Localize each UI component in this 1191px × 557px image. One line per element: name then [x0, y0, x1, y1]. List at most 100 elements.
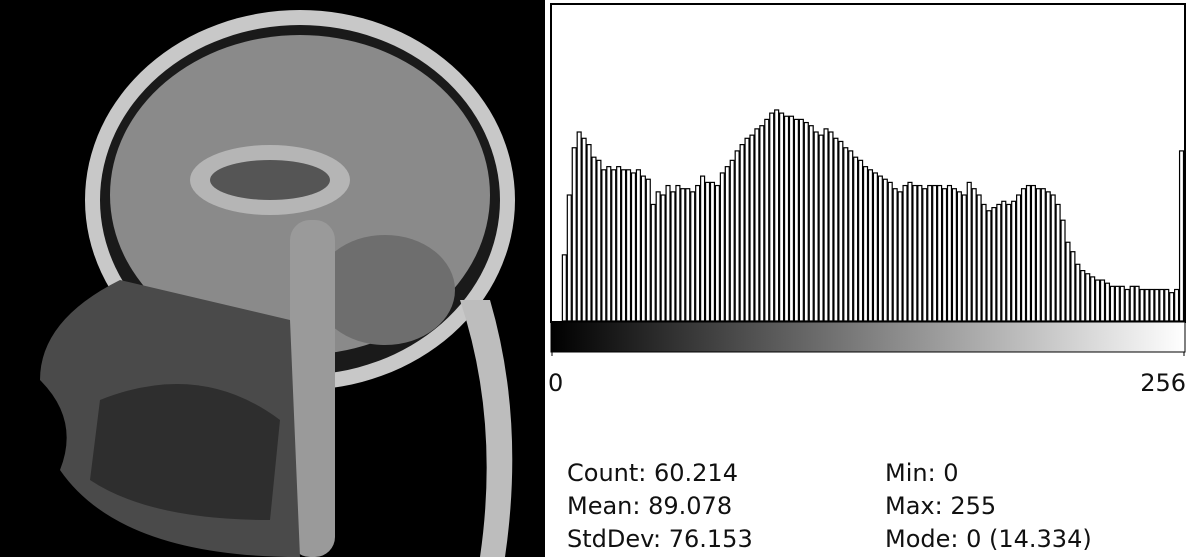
x-tick-label: 256 [1140, 369, 1186, 397]
bar [566, 194, 572, 322]
bar [625, 169, 632, 322]
bar [576, 131, 582, 322]
bar [734, 150, 740, 322]
bar [754, 128, 760, 322]
bar [1119, 285, 1125, 322]
bar [749, 134, 755, 322]
bar [630, 172, 637, 322]
bar [1099, 279, 1106, 322]
bar [571, 147, 577, 322]
stat-text: Min: 0 [885, 459, 959, 487]
bar [655, 191, 661, 322]
bar [823, 128, 829, 322]
bar [867, 169, 874, 322]
bar [606, 166, 612, 322]
bar [1045, 191, 1051, 322]
bar [1134, 285, 1140, 322]
bar [803, 121, 809, 322]
bar [917, 184, 923, 322]
bar [902, 184, 908, 322]
bar [769, 112, 775, 322]
stat-text: Mean: 89.078 [567, 492, 732, 520]
bar [1065, 241, 1071, 322]
bar [951, 188, 957, 322]
bar [645, 178, 651, 322]
bar [1080, 270, 1086, 322]
bar [774, 109, 780, 322]
bar [858, 159, 864, 322]
stat-text: Count: 60.214 [567, 459, 738, 487]
bar [685, 188, 691, 322]
bar [714, 184, 720, 322]
bar [719, 172, 725, 322]
bar [759, 125, 765, 322]
bar [922, 188, 928, 322]
stat-text: Mode: 0 (14.334) [885, 525, 1092, 553]
bar [729, 159, 735, 322]
bar [843, 147, 849, 322]
gradient-bar [550, 321, 1186, 353]
bar [956, 191, 962, 322]
bar [1085, 273, 1091, 322]
bar [670, 191, 676, 322]
bar [872, 172, 878, 322]
bar [798, 118, 804, 322]
bar [635, 169, 641, 322]
bar [744, 137, 750, 322]
bar [1124, 288, 1130, 322]
bar [1055, 203, 1061, 322]
bar [882, 178, 888, 322]
bar [941, 188, 948, 322]
bar [724, 166, 730, 322]
bar [932, 184, 938, 322]
bar [981, 203, 987, 322]
bar [1104, 282, 1111, 322]
bar [1006, 203, 1012, 322]
bar [966, 181, 972, 322]
bar [1159, 288, 1165, 322]
bar [695, 184, 701, 322]
bar [1174, 288, 1180, 322]
bar [561, 254, 567, 322]
stat-text: Max: 255 [885, 492, 996, 520]
bar [828, 131, 834, 322]
bar [937, 184, 943, 322]
bar [1025, 184, 1032, 322]
bar [690, 191, 696, 322]
bar [991, 207, 997, 322]
bar [976, 194, 982, 322]
bar [1001, 200, 1007, 322]
bar [912, 184, 918, 322]
bar [788, 115, 795, 322]
bar [1020, 188, 1027, 322]
bar [1040, 188, 1046, 322]
bar [1154, 288, 1160, 322]
bar [946, 184, 953, 322]
bar [862, 166, 869, 322]
bar [1090, 276, 1096, 322]
bar [1030, 184, 1036, 322]
bar [1095, 279, 1101, 322]
bar [591, 156, 597, 322]
bar [680, 188, 686, 322]
bar [1016, 194, 1022, 322]
bar [1035, 188, 1041, 322]
bar [611, 169, 617, 322]
bar [1129, 285, 1135, 322]
bar [700, 175, 706, 322]
bar [853, 156, 859, 322]
bar [877, 175, 883, 322]
bar [1114, 285, 1120, 322]
bar [665, 184, 671, 322]
bar [838, 140, 844, 322]
bar [892, 188, 898, 322]
bar [1060, 219, 1066, 322]
mri-image [0, 0, 545, 557]
bar [1070, 251, 1076, 322]
bar [586, 144, 592, 322]
bar [813, 131, 819, 322]
bar [961, 194, 967, 322]
bar [640, 175, 646, 322]
bar [783, 115, 790, 322]
